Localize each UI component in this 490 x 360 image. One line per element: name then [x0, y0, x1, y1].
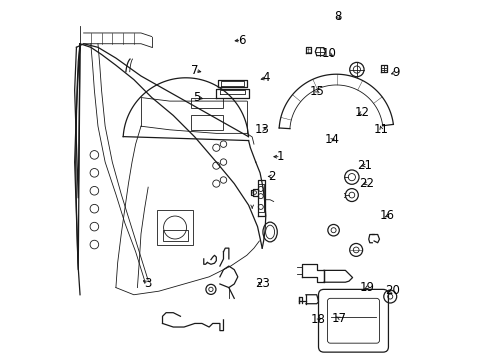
Bar	[157, 211, 193, 244]
Text: 4: 4	[263, 71, 270, 84]
Text: 2: 2	[268, 170, 276, 183]
Text: 9: 9	[392, 66, 399, 79]
Text: 8: 8	[335, 10, 342, 23]
Bar	[163, 230, 188, 241]
Text: 12: 12	[355, 106, 370, 119]
Text: 7: 7	[191, 64, 198, 77]
Text: 10: 10	[322, 47, 337, 60]
Text: 22: 22	[359, 177, 374, 190]
Text: 21: 21	[357, 159, 372, 172]
Text: 17: 17	[331, 311, 346, 325]
Text: 6: 6	[238, 33, 245, 47]
Text: 1: 1	[277, 150, 285, 163]
Bar	[191, 116, 223, 130]
Text: 14: 14	[324, 133, 339, 146]
Text: 13: 13	[254, 122, 270, 136]
Text: 18: 18	[311, 313, 326, 327]
Text: 23: 23	[255, 278, 270, 291]
Bar	[191, 98, 223, 108]
Text: 11: 11	[374, 122, 389, 136]
Text: 16: 16	[380, 210, 395, 222]
Text: 19: 19	[360, 281, 374, 294]
Text: 20: 20	[385, 284, 400, 297]
Text: 5: 5	[193, 91, 200, 104]
Text: 15: 15	[309, 85, 324, 98]
Text: 3: 3	[145, 278, 152, 291]
